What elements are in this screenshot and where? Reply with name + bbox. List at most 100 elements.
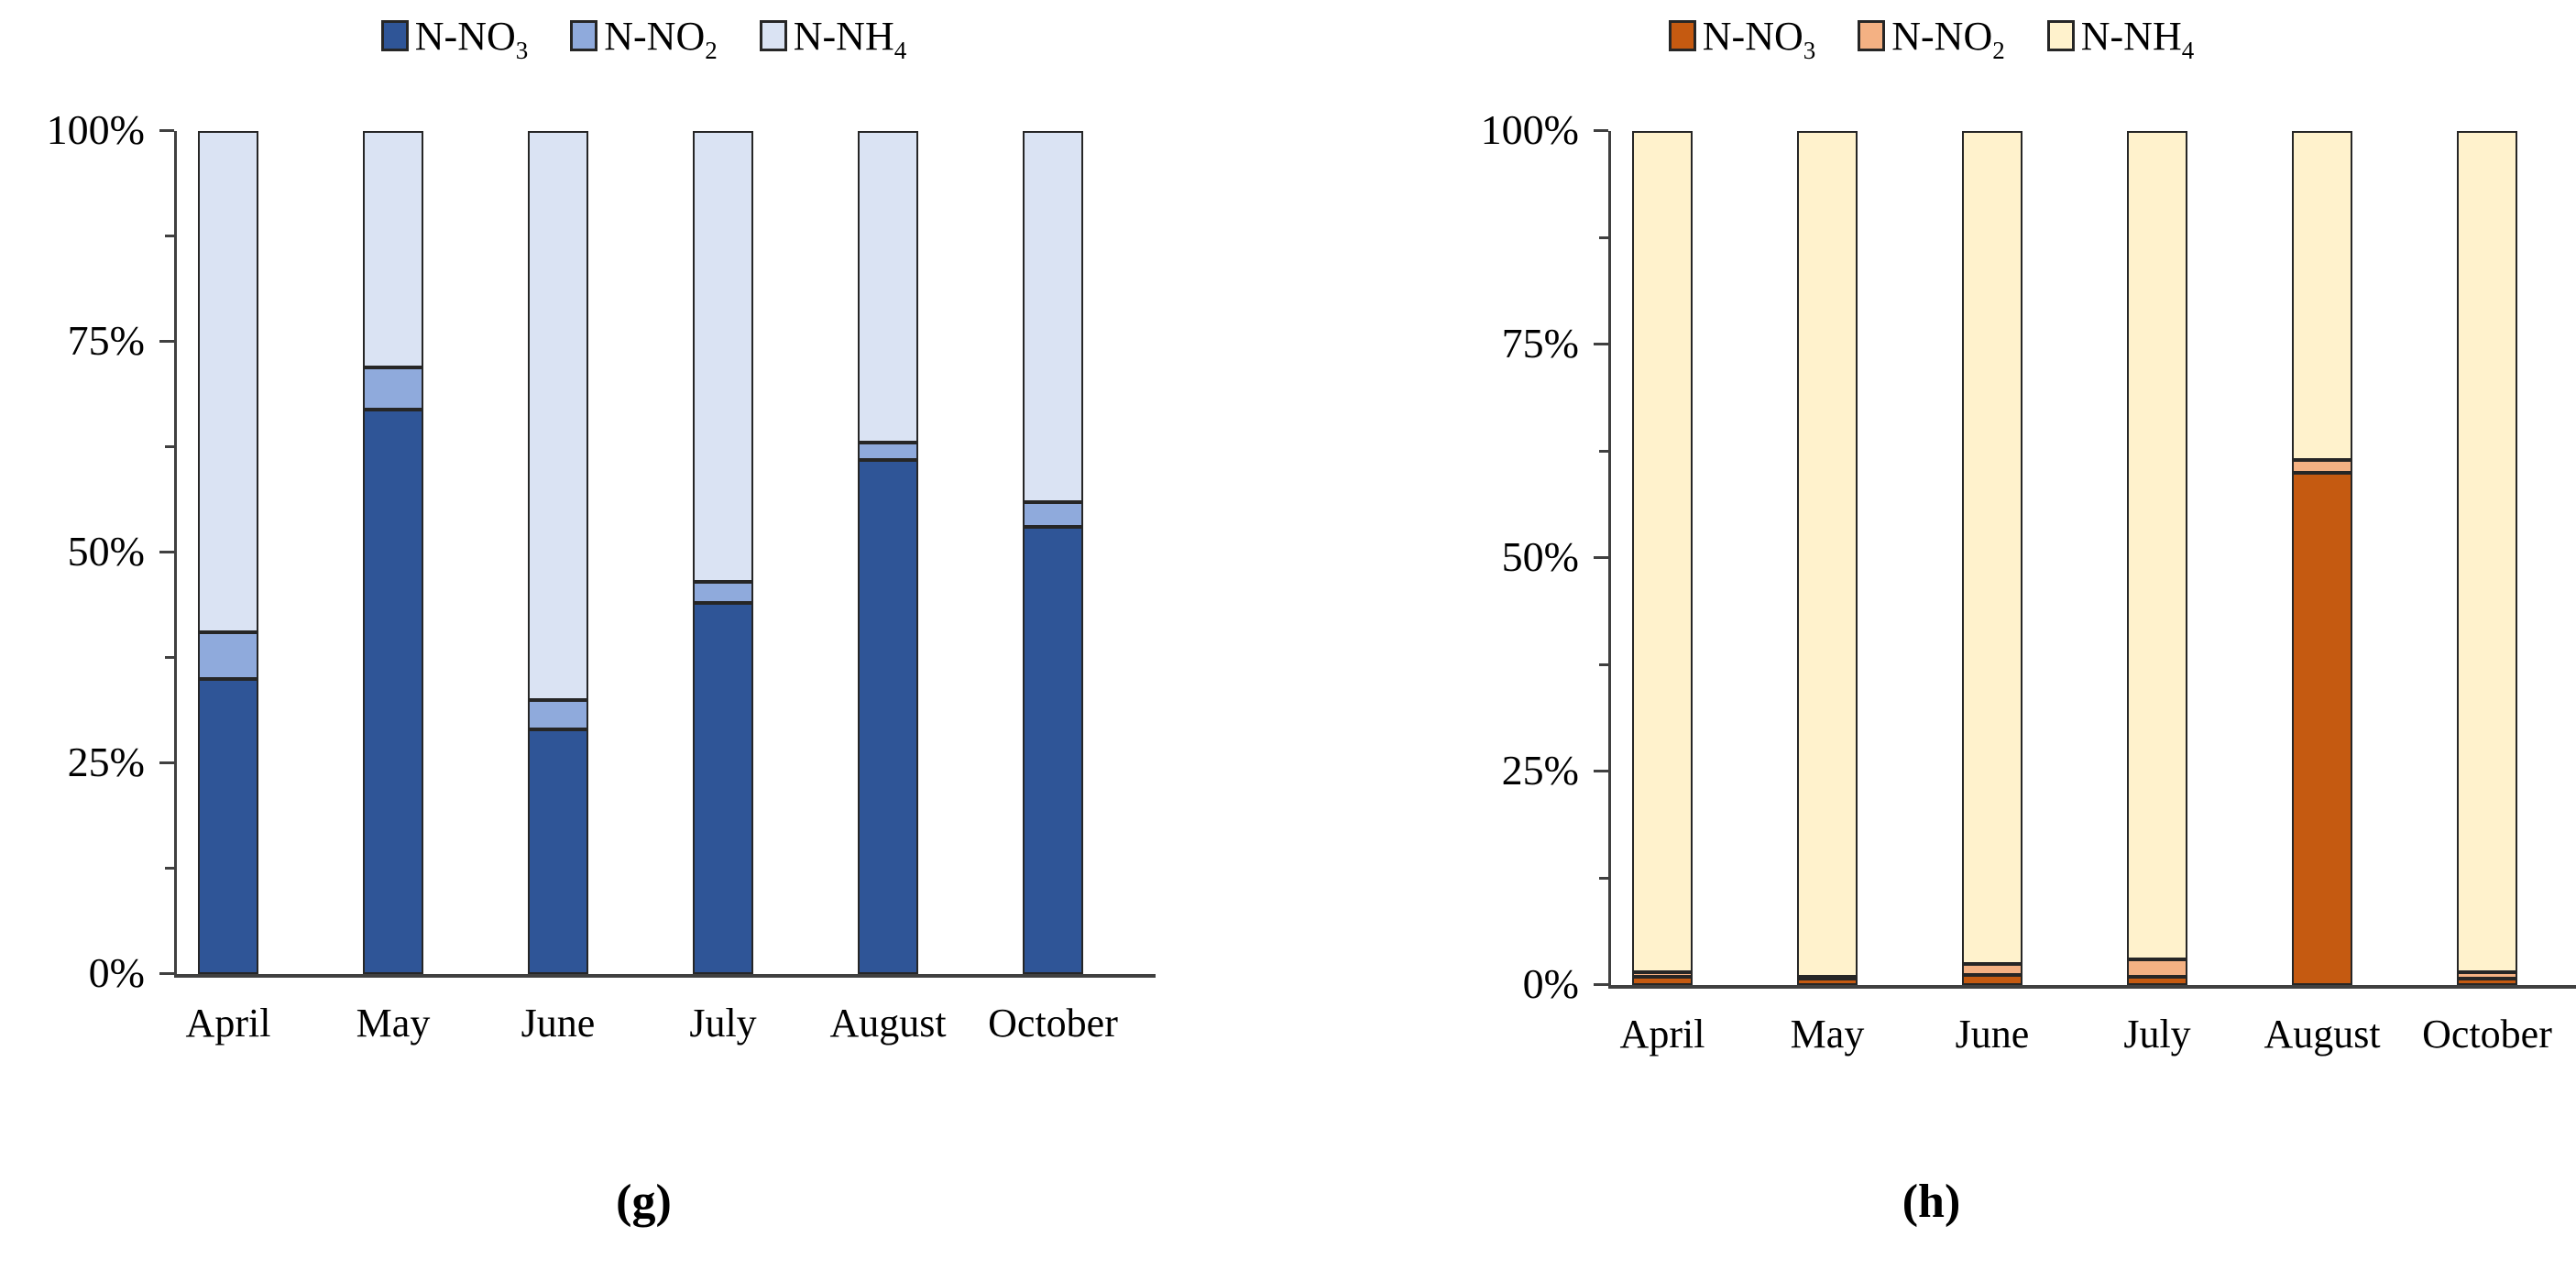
x-axis-label-june: June [1955,1012,2030,1057]
y-axis-minor-tick [165,235,174,237]
legend-label-subscript: 2 [1992,36,2005,64]
y-axis-major-tick [159,340,174,343]
bar-segment-n-nh4 [363,131,423,367]
y-axis-major-tick [1594,556,1608,559]
stacked-bar-august [2292,131,2352,985]
legend-label: N-NO3 [414,14,529,64]
legend-label: N-NO2 [604,14,718,64]
bar-segment-n-no2 [858,443,918,460]
bar-segment-n-nh4 [2292,131,2352,460]
y-axis-minor-tick [1599,662,1608,666]
y-axis-major-tick [1594,343,1608,345]
stacked-bar-april [1632,131,1693,985]
bar-segment-n-no3 [363,409,423,974]
bar-segment-n-nh4 [198,131,258,633]
bar-segment-n-no2 [528,700,588,730]
stacked-bar-june [1962,131,2022,985]
y-axis-major-tick [159,972,174,975]
bar-segment-n-nh4 [693,131,753,583]
legend-swatch-n-no3 [1668,20,1696,51]
bar-segment-n-no3 [2292,472,2352,985]
y-axis-tick-label: 100% [1480,106,1579,153]
y-axis-tick-label: 100% [46,106,145,153]
x-axis-label-july: July [689,1001,757,1046]
legend-label: N-NH4 [2080,14,2195,64]
bar-segment-n-no2 [2127,959,2187,977]
bar-segment-n-no2 [1023,501,1083,528]
x-axis-label-october: October [988,1001,1118,1046]
bar-segment-n-nh4 [528,131,588,700]
legend-label: N-NO2 [1891,14,2005,64]
x-axis-label-august: August [2264,1012,2381,1057]
y-axis-tick-label: 0% [1522,960,1579,1007]
legend-item-n-nh4: N-NH4 [2046,14,2195,64]
y-axis-major-tick [159,129,174,132]
legend-item-n-nh4: N-NH4 [759,14,907,64]
x-axis-label-may: May [1790,1012,1865,1057]
bar-segment-n-no2 [198,632,258,679]
y-axis-major-tick [1594,129,1608,132]
stacked-bar-may [1797,131,1858,985]
legend-swatch-n-nh4 [2046,20,2075,51]
legend-item-n-no2: N-NO2 [570,14,718,64]
y-axis-major-tick [1594,770,1608,772]
bar-segment-n-nh4 [1632,131,1693,973]
x-axis-label-august: August [829,1001,947,1046]
x-axis-label-april: April [1619,1012,1705,1057]
stacked-bar-august [858,131,918,974]
legend-label: N-NH4 [793,14,907,64]
bar-segment-n-no2 [693,582,753,604]
bar-segment-n-no3 [693,603,753,974]
chart-panel-g: N-NO3 N-NO2 N-NH4 0% 25% 50% 75% 100% April May J… [0,14,1288,1228]
legend-label-subscript: 4 [2181,36,2195,64]
bar-segment-n-no2 [2457,972,2517,979]
bar-segment-n-no2 [1962,963,2022,975]
stacked-bar-may [363,131,423,974]
legend-item-n-no2: N-NO2 [1858,14,2005,64]
y-axis-tick-label: 75% [1501,320,1579,367]
chart-panel-h: N-NO3 N-NO2 N-NH4 0% 25% 50% 75% 100% April May J… [1288,0,2576,1281]
legend-item-n-no3: N-NO3 [380,14,529,64]
legend-label: N-NO3 [1702,14,1816,64]
y-axis-tick-label: 0% [88,949,145,996]
bar-segment-n-no3 [1797,979,1858,985]
bar-segment-n-no3 [1632,976,1693,985]
legend: N-NO3 N-NO2 N-NH4 [0,14,1288,64]
bar-segment-n-no3 [1962,974,2022,985]
plot-area: 0% 25% 50% 75% 100% April May June July August Oct… [47,109,1156,1046]
stacked-bar-july [2127,131,2187,985]
legend-label-subscript: 3 [515,36,529,64]
stacked-bar-june [528,131,588,974]
legend-label-subscript: 2 [705,36,718,64]
bar-segment-n-no3 [198,679,258,974]
subfigure-caption: (g) [616,1176,672,1228]
y-axis-minor-tick [165,445,174,448]
bar-segment-n-no2 [363,367,423,410]
x-axis-label-june: June [521,1001,596,1046]
legend-swatch-n-no3 [380,20,409,51]
y-axis-minor-tick [1599,449,1608,453]
legend-swatch-n-nh4 [759,20,787,51]
legend-label-subscript: 3 [1803,36,1816,64]
x-axis-label-october: October [2422,1012,2552,1057]
bar-segment-n-nh4 [2127,131,2187,960]
y-axis-minor-tick [1599,235,1608,239]
bar-segment-n-no2 [2292,459,2352,473]
y-axis-major-tick [159,551,174,553]
bar-segment-n-no2 [1632,972,1693,977]
bar-segment-n-nh4 [1962,131,2022,964]
y-axis-tick-label: 75% [67,317,145,364]
bar-segment-n-nh4 [858,131,918,443]
legend-item-n-no3: N-NO3 [1668,14,1816,64]
bar-segment-n-no3 [2457,978,2517,985]
bar-segment-n-no3 [2127,976,2187,985]
bar-segment-n-nh4 [2457,131,2517,973]
y-axis-major-tick [1594,983,1608,986]
stacked-bar-july [693,131,753,974]
y-axis-minor-tick [165,867,174,870]
y-axis-tick-label: 50% [67,528,145,575]
y-axis-tick-label: 50% [1501,533,1579,580]
legend-swatch-n-no2 [1858,20,1886,51]
subfigure-caption: (h) [1902,1176,1961,1228]
